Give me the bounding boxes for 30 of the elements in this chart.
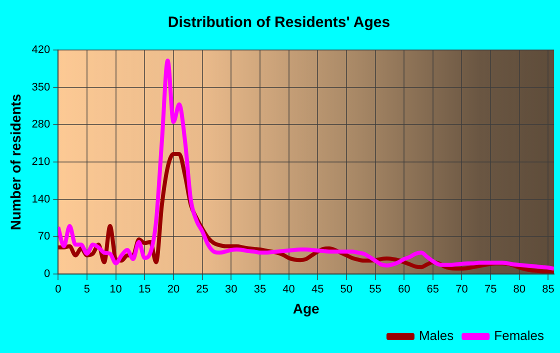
chart-title: Distribution of Residents' Ages: [168, 14, 390, 32]
x-tick-label: 5: [84, 284, 90, 296]
y-tick-label: 350: [32, 81, 50, 94]
x-tick-label: 30: [225, 284, 238, 296]
x-tick-label: 80: [513, 284, 526, 296]
x-tick-label: 0: [55, 284, 62, 296]
x-tick-label: 65: [426, 284, 440, 296]
x-tick-label: 45: [311, 284, 324, 296]
x-tick-label: 75: [484, 284, 497, 296]
x-tick-label: 35: [254, 284, 266, 296]
y-tick-label: 420: [32, 44, 50, 56]
x-tick-label: 40: [282, 284, 295, 296]
x-axis-title: Age: [292, 300, 320, 316]
x-tick-label: 85: [542, 284, 554, 296]
x-tick-label: 15: [138, 284, 151, 296]
x-tick-label: 50: [340, 284, 353, 296]
y-tick-label: 280: [32, 118, 50, 131]
x-tick-label: 10: [110, 284, 122, 296]
x-tick-label: 55: [369, 284, 382, 296]
x-tick-label: 25: [196, 284, 208, 296]
x-tick-label: 70: [456, 284, 468, 296]
x-tick-label: 60: [398, 284, 410, 296]
y-tick-label: 0: [44, 268, 50, 280]
legend-label: Females: [494, 328, 544, 344]
y-tick-label: 210: [32, 156, 50, 168]
y-tick-label: 70: [38, 230, 50, 243]
legend-label: Males: [418, 328, 454, 344]
y-axis-title: Number of residents: [7, 94, 24, 230]
x-tick-label: 20: [167, 284, 180, 296]
y-tick-label: 140: [32, 193, 50, 206]
